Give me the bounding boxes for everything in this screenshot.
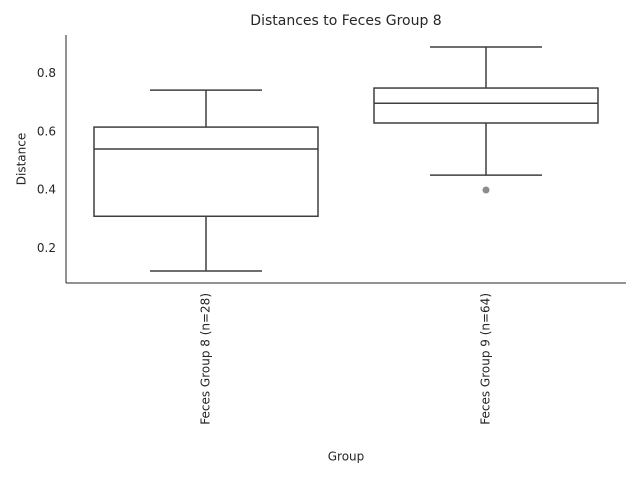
y-tick-label: 0.6 [37, 124, 56, 138]
box [93, 126, 319, 218]
outlier [482, 186, 490, 194]
x-axis-label: Group [328, 450, 365, 464]
box [373, 87, 599, 124]
y-tick-label: 0.2 [37, 241, 56, 255]
x-tick-label: Feces Group 8 (n=28) [199, 293, 213, 425]
y-tick-label: 0.4 [37, 183, 56, 197]
y-tick-label: 0.8 [37, 66, 56, 80]
chart-title: Distances to Feces Group 8 [250, 13, 441, 29]
y-axis-label: Distance [15, 133, 29, 185]
x-tick-label: Feces Group 9 (n=64) [479, 293, 493, 425]
